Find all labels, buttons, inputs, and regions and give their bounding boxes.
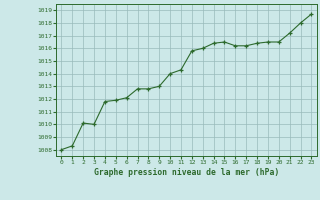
X-axis label: Graphe pression niveau de la mer (hPa): Graphe pression niveau de la mer (hPa) <box>94 168 279 177</box>
